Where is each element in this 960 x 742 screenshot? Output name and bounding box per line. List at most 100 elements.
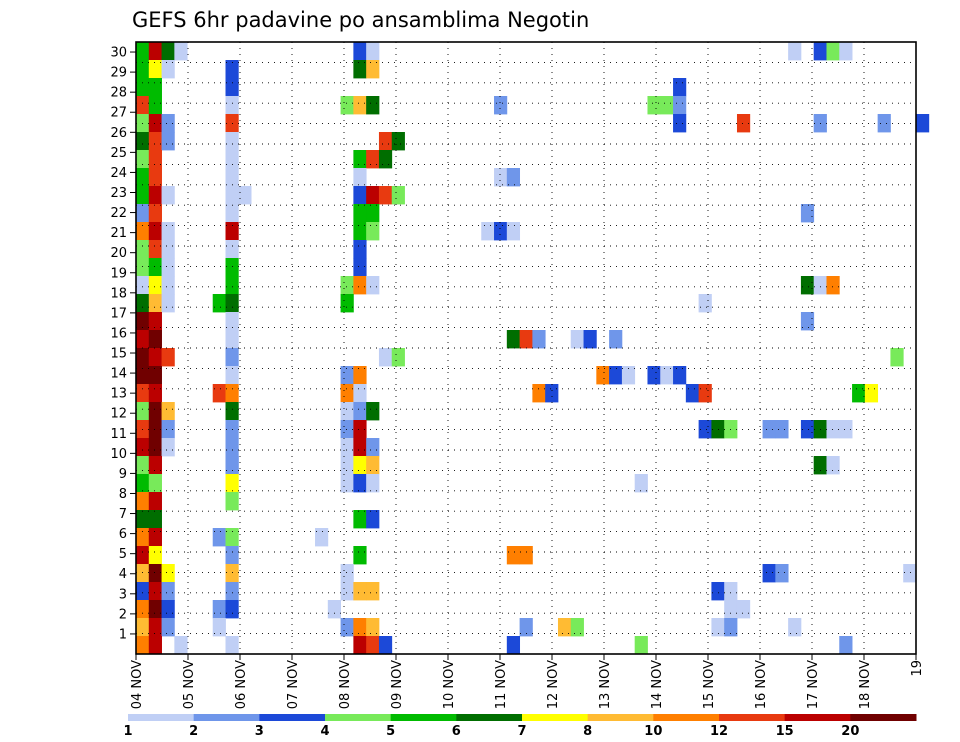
heatmap-cell xyxy=(366,618,380,637)
heatmap-cell xyxy=(225,312,239,331)
heatmap-cell xyxy=(136,636,150,655)
heatmap-cell xyxy=(161,402,175,421)
heatmap-cell xyxy=(673,114,687,133)
heatmap-cell xyxy=(698,420,712,439)
heatmap-cell xyxy=(519,618,533,637)
x-tick-label: 07 NOV xyxy=(286,660,301,709)
x-axis-ticks: 04 NOV 05 NOV 06 NOV 07 NOV 08 NOV 09 NOV 10 N… xyxy=(130,654,925,709)
heatmap-cell xyxy=(148,438,162,457)
x-tick-label: 19 xyxy=(910,660,925,677)
heatmap-cell xyxy=(161,294,175,313)
heatmap-cell xyxy=(557,618,572,637)
heatmap-cell xyxy=(724,600,738,619)
heatmap-cell xyxy=(212,294,226,313)
heatmap-cell xyxy=(161,222,175,241)
heatmap-cell xyxy=(136,330,150,349)
x-tick-label: 08 NOV xyxy=(338,660,353,709)
colorbar-label: 8 xyxy=(583,724,592,739)
heatmap-cell xyxy=(225,438,239,457)
heatmap-cell xyxy=(545,384,559,403)
heatmap-cell xyxy=(353,456,367,475)
heatmap-cell xyxy=(391,186,405,205)
heatmap-cell xyxy=(839,42,853,61)
heatmap-cell xyxy=(225,276,239,295)
heatmap-cell xyxy=(225,636,239,655)
heatmap-cell xyxy=(609,330,623,349)
heatmap-cell xyxy=(736,114,751,133)
heatmap-cell xyxy=(890,348,904,367)
heatmap-cell xyxy=(225,330,239,349)
heatmap-cell xyxy=(609,366,623,385)
heatmap-cell xyxy=(340,276,354,295)
heatmap-cell xyxy=(634,474,648,493)
heatmap-cell xyxy=(366,186,380,205)
heatmap-cell xyxy=(519,330,533,349)
heatmap-cell xyxy=(916,114,930,133)
heatmap-cell xyxy=(839,420,853,439)
heatmap-cell xyxy=(136,528,150,547)
y-tick-label: 21 xyxy=(110,226,127,241)
heatmap-cell xyxy=(519,546,533,565)
heatmap-cell xyxy=(136,168,150,187)
heatmap-cell xyxy=(225,204,239,223)
heatmap-cell xyxy=(148,474,162,493)
heatmap-cell xyxy=(506,168,521,187)
heatmap-cell xyxy=(366,636,380,655)
heatmap-cell xyxy=(353,384,367,403)
heatmap-cell xyxy=(366,96,380,115)
heatmap-cell xyxy=(136,456,150,475)
heatmap-cell xyxy=(660,96,674,115)
y-tick-label: 12 xyxy=(110,407,127,422)
heatmap-cell xyxy=(494,168,508,187)
heatmap-cell xyxy=(136,240,150,259)
heatmap-cell xyxy=(225,600,239,619)
heatmap-cell xyxy=(391,132,405,151)
colorbar-label: 2 xyxy=(189,724,198,739)
heatmap-cell xyxy=(800,204,815,223)
colorbar-label: 7 xyxy=(517,724,526,739)
heatmap-cell xyxy=(366,582,380,601)
heatmap-cell xyxy=(148,60,162,79)
heatmap-cell xyxy=(148,510,162,529)
heatmap-cell xyxy=(161,564,175,583)
heatmap-cell xyxy=(136,222,150,241)
heatmap-cell xyxy=(161,42,175,61)
heatmap-cell xyxy=(212,618,226,637)
heatmap-cell xyxy=(225,492,239,511)
heatmap-cell xyxy=(698,294,712,313)
heatmap-cell xyxy=(161,618,175,637)
heatmap-cell xyxy=(225,132,239,151)
heatmap-cell xyxy=(148,492,162,511)
heatmap-cell xyxy=(161,132,175,151)
heatmap-cell xyxy=(340,456,354,475)
heatmap-cell xyxy=(340,582,354,601)
heatmap-cell xyxy=(136,510,150,529)
heatmap-cell xyxy=(136,492,150,511)
grid-lines xyxy=(136,42,916,654)
colorbar-segment xyxy=(325,714,392,721)
y-tick-label: 28 xyxy=(110,86,127,101)
heatmap-cell xyxy=(685,384,700,403)
heatmap-cell xyxy=(839,636,853,655)
heatmap-cell xyxy=(800,312,815,331)
y-tick-label: 24 xyxy=(110,166,127,181)
heatmap-cell xyxy=(340,366,354,385)
y-tick-label: 20 xyxy=(110,246,127,261)
heatmap-cell xyxy=(161,348,175,367)
heatmap-cell xyxy=(225,78,239,97)
heatmap-cell xyxy=(506,636,521,655)
heatmap-cell xyxy=(378,636,393,655)
colorbar-segment xyxy=(193,714,260,721)
heatmap-cell xyxy=(136,60,150,79)
heatmap-cell xyxy=(494,96,508,115)
heatmap-cell xyxy=(148,582,162,601)
heatmap-cell xyxy=(225,564,239,583)
heatmap-cell xyxy=(340,420,354,439)
heatmap-cell xyxy=(136,276,150,295)
x-tick-label: 17 NOV xyxy=(806,660,821,709)
colorbar-label: 3 xyxy=(255,724,264,739)
heatmap-cell xyxy=(762,420,776,439)
heatmap-cell xyxy=(136,564,150,583)
heatmap-cell xyxy=(148,186,162,205)
